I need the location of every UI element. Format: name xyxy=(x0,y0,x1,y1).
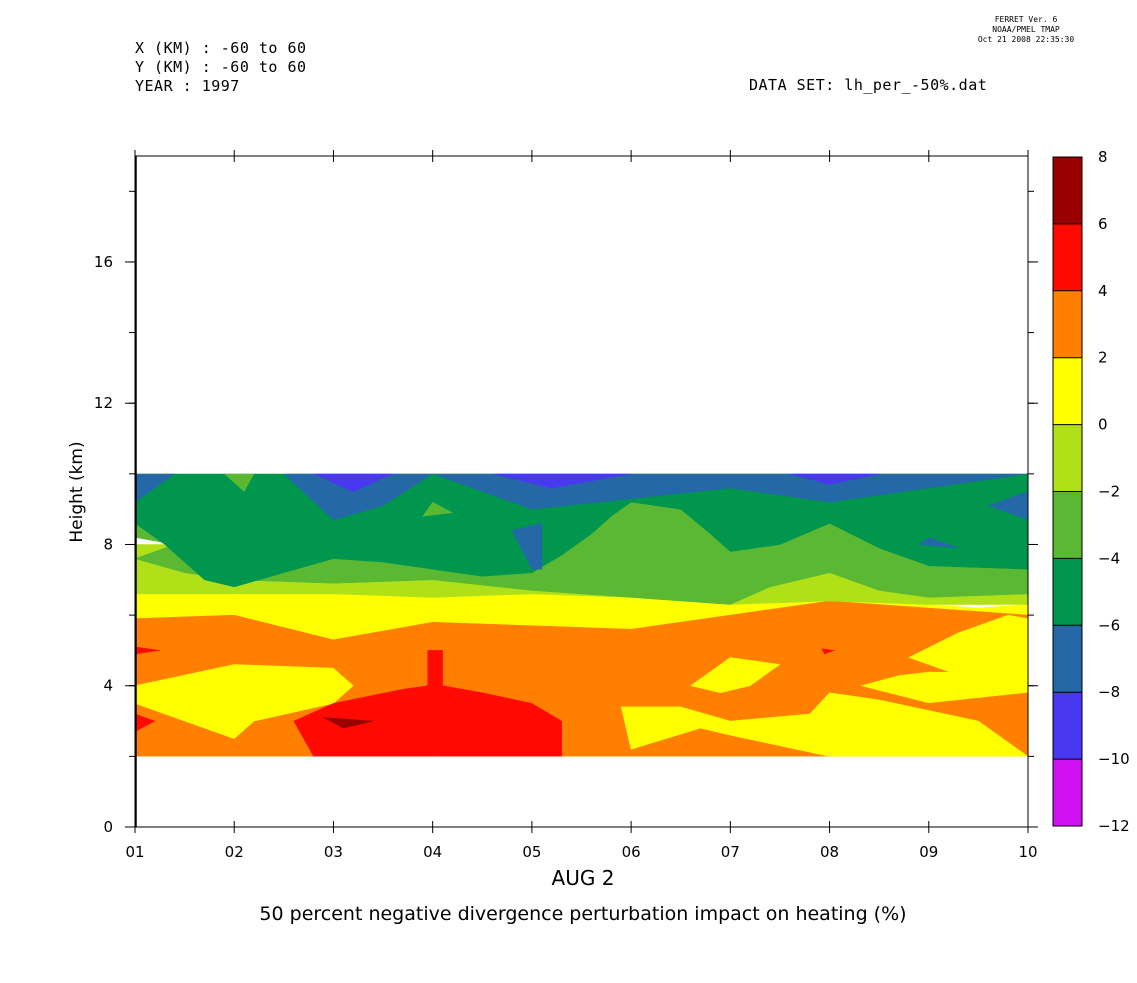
colorbar-swatch xyxy=(1053,558,1082,626)
x-tick-label: 10 xyxy=(1018,843,1037,861)
contour-band xyxy=(323,717,374,729)
y-tick-label: 0 xyxy=(103,818,113,836)
colorbar: 8 6 4 2 0 −2 −4 −6 −8 −10 −12 xyxy=(1052,148,1130,835)
plot-frame xyxy=(134,155,1029,828)
colorbar-swatch xyxy=(1053,759,1082,826)
colorbar-swatch xyxy=(1053,692,1082,760)
colorbar-tick-label: 2 xyxy=(1098,349,1108,367)
contour-band xyxy=(511,522,543,570)
x-tick-label: 03 xyxy=(324,843,343,861)
program-stamp-line3: Oct 21 2008 22:35:30 xyxy=(977,35,1075,44)
colorbar-swatch xyxy=(1053,157,1082,224)
year-label: YEAR : 1997 xyxy=(135,77,240,95)
plot-area xyxy=(135,473,1028,757)
y-tick-label: 4 xyxy=(103,677,113,695)
colorbar-tick-label: 8 xyxy=(1098,148,1108,166)
contour-band xyxy=(135,473,176,503)
x-tick-label: 07 xyxy=(721,843,740,861)
colorbar-tick-label: 0 xyxy=(1098,416,1108,434)
y-tick-label: 8 xyxy=(103,535,113,553)
x-axis-label: AUG 2 xyxy=(552,866,615,890)
x-range-label: X (KM) : -60 to 60 xyxy=(135,39,307,57)
colorbar-tick-label: −2 xyxy=(1098,483,1120,501)
contour-band xyxy=(293,650,562,757)
contour-band xyxy=(135,713,156,732)
x-tick-label: 06 xyxy=(622,843,641,861)
contour-band xyxy=(313,473,394,492)
colorbar-swatch xyxy=(1053,290,1082,358)
y-tick-label: 16 xyxy=(94,253,113,271)
y-axis-label: Height (km) xyxy=(67,441,87,542)
contour-band xyxy=(283,473,434,521)
colorbar-swatch xyxy=(1053,625,1082,693)
y-range-label: Y (KM) : -60 to 60 xyxy=(135,58,307,76)
contour-band xyxy=(987,491,1028,521)
contour-band xyxy=(135,646,160,655)
colorbar-swatch xyxy=(1053,223,1082,291)
colorbar-tick-label: 4 xyxy=(1098,282,1108,300)
x-tick-label: 08 xyxy=(820,843,839,861)
x-tick-label: 09 xyxy=(919,843,938,861)
colorbar-swatch xyxy=(1053,491,1082,559)
contour-band xyxy=(422,501,454,517)
contour-band xyxy=(821,648,835,655)
dataset-label: DATA SET: lh_per_-50%.dat xyxy=(749,76,988,94)
colorbar-tick-label: −6 xyxy=(1098,616,1120,634)
colorbar-tick-label: 6 xyxy=(1098,215,1108,233)
contour-band xyxy=(620,692,1028,757)
program-stamp-line1: FERRET Ver. 6 xyxy=(994,15,1058,24)
contour-band xyxy=(690,657,781,694)
x-tick-label: 04 xyxy=(423,843,442,861)
colorbar-tick-label: −12 xyxy=(1098,817,1130,835)
colorbar-tick-label: −10 xyxy=(1098,750,1130,768)
program-stamp-line2: NOAA/PMEL TMAP xyxy=(992,25,1060,34)
chart-title: 50 percent negative divergence perturbat… xyxy=(259,903,906,925)
colorbar-tick-label: −4 xyxy=(1098,549,1120,567)
contour-band xyxy=(223,473,255,492)
contour-band xyxy=(908,614,1028,679)
contour-band xyxy=(492,473,632,489)
x-tick-label: 02 xyxy=(225,843,244,861)
colorbar-tick-label: −8 xyxy=(1098,683,1120,701)
x-tick-label: 05 xyxy=(522,843,541,861)
contour-band xyxy=(789,473,880,485)
colorbar-swatch xyxy=(1053,357,1082,425)
y-tick-label: 12 xyxy=(94,394,113,412)
contour-band xyxy=(918,537,959,549)
colorbar-swatch xyxy=(1053,424,1082,492)
x-tick-label: 01 xyxy=(125,843,144,861)
